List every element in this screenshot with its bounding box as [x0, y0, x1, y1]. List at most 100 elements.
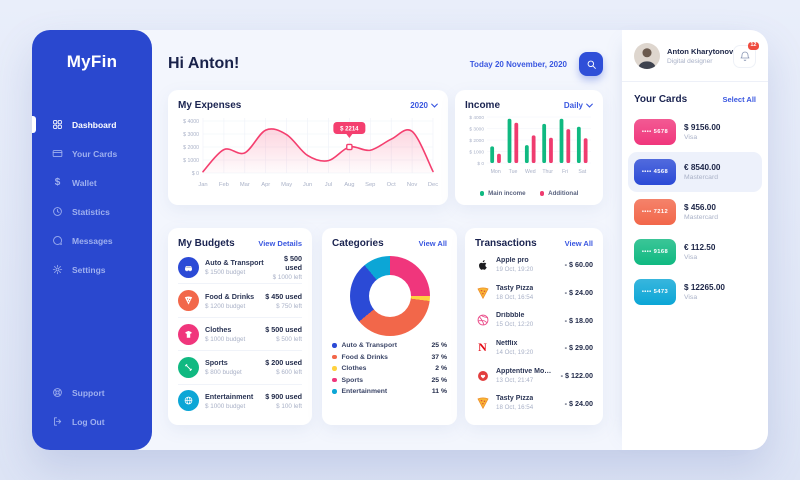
svg-text:Jul: Jul: [325, 182, 332, 188]
svg-text:Nov: Nov: [407, 182, 417, 188]
card-row-5473[interactable]: •••• 5473 $ 12265.00 Visa: [628, 272, 762, 312]
budget-amount: $ 800 budget: [205, 369, 242, 377]
sidebar-item-label: Support: [72, 387, 105, 398]
card-row-7212[interactable]: •••• 7212 $ 456.00 Mastercard: [628, 192, 762, 232]
dashboard-window: MyFin Dashboard Your Cards $ Wallet Stat…: [32, 30, 768, 450]
pizza-icon: [475, 396, 490, 411]
card-network: Visa: [684, 254, 698, 261]
svg-text:$ 0: $ 0: [192, 171, 199, 177]
legend-row: Sports 25 %: [332, 377, 447, 384]
transaction-row: Apptentive Mobile S...13 Oct, 21:47 - $ …: [475, 362, 593, 390]
netflix-icon: N: [478, 340, 487, 355]
sidebar-item-your-cards[interactable]: Your Cards: [32, 139, 152, 168]
chevron-down-icon: [431, 103, 438, 108]
sidebar-nav: Dashboard Your Cards $ Wallet Statistics…: [32, 110, 152, 284]
main-content: Hi Anton! Today 20 November, 2020 My Exp…: [152, 30, 622, 450]
category-pct: 2 %: [435, 365, 447, 372]
budget-used: $ 500 used: [284, 253, 302, 272]
sidebar-item-support[interactable]: Support: [32, 378, 152, 407]
mini-card: •••• 9168: [634, 239, 676, 265]
legend-row: Auto & Transport 25 %: [332, 342, 447, 349]
category-pct: 37 %: [431, 353, 448, 361]
tshirt-icon: [178, 323, 199, 345]
budgets-title: My Budgets: [178, 238, 235, 249]
settings-icon: [52, 264, 63, 275]
mini-card: •••• 5678: [634, 119, 676, 145]
transactions-view-all-link[interactable]: View All: [564, 239, 593, 248]
budget-name: Entertainment: [205, 391, 254, 401]
sidebar-item-settings[interactable]: Settings: [32, 255, 152, 284]
svg-text:$ 3000: $ 3000: [183, 132, 199, 138]
budget-left: $ 600 left: [276, 369, 302, 377]
card-balance: € 112.50: [684, 243, 716, 252]
profile-role: Digital designer: [667, 58, 713, 65]
transactions-card: Transactions View All Apple pro 19 Oct, 1…: [465, 228, 603, 425]
transaction-row: Apple pro 19 Oct, 19:20 - $ 60.00: [475, 251, 593, 279]
svg-text:$ 2000: $ 2000: [469, 138, 484, 144]
budgets-view-details-link[interactable]: View Details: [258, 239, 302, 248]
svg-text:Tue: Tue: [509, 169, 518, 175]
cards-list: •••• 5678 $ 9156.00 Visa •••• 4568 € 8540…: [622, 112, 768, 312]
category-name: Clothes: [341, 365, 367, 372]
category-dot: [332, 389, 337, 394]
card-row-4568[interactable]: •••• 4568 € 8540.00 Mastercard: [628, 152, 762, 192]
svg-text:$ 4000: $ 4000: [183, 119, 199, 125]
sidebar: MyFin Dashboard Your Cards $ Wallet Stat…: [32, 30, 152, 450]
active-indicator: [32, 116, 36, 133]
card-number: •••• 5473: [641, 289, 669, 295]
budget-row-entertainment: Entertainment $ 1000 budget $ 900 used $ 1…: [178, 385, 302, 417]
avatar[interactable]: [634, 43, 660, 69]
categories-legend: Auto & Transport 25 % Food & Drinks 37 % C…: [332, 342, 447, 395]
card-network: Mastercard: [684, 214, 718, 221]
transaction-amount: - $ 29.00: [564, 343, 593, 353]
expenses-year-filter[interactable]: 2020: [410, 101, 438, 110]
categories-view-all-link[interactable]: View All: [418, 239, 447, 248]
select-all-link[interactable]: Select All: [722, 95, 757, 104]
expenses-title: My Expenses: [178, 100, 242, 111]
svg-text:Wed: Wed: [525, 169, 536, 175]
svg-text:Oct: Oct: [387, 182, 396, 188]
notifications-button[interactable]: 12: [733, 41, 759, 68]
transaction-amount: - $ 122.00: [560, 371, 593, 381]
globe-icon: [178, 390, 199, 412]
mini-card: •••• 7212: [634, 199, 676, 225]
transaction-name: Apptentive Mobile S...: [496, 367, 555, 375]
transaction-amount: - $ 18.00: [564, 315, 593, 325]
pizza-slice-icon: [178, 290, 199, 312]
card-row-5678[interactable]: •••• 5678 $ 9156.00 Visa: [628, 112, 762, 152]
categories-card: Categories View All Auto & Transport 25 %…: [322, 228, 457, 425]
sidebar-footer: Support Log Out: [32, 378, 152, 436]
transaction-name: Tasty Pizza: [496, 395, 534, 403]
card-network: Mastercard: [684, 174, 718, 181]
sidebar-item-statistics[interactable]: Statistics: [32, 197, 152, 226]
categories-donut: [349, 256, 430, 336]
income-chart: $ 0 $ 1000 $ 2000 $ 3000 $ 4000 Mon Tue Wed Thur…: [465, 113, 593, 189]
income-period-filter[interactable]: Daily: [564, 101, 593, 110]
mini-card: •••• 5473: [634, 279, 676, 305]
card-row-9168[interactable]: •••• 9168 € 112.50 Visa: [628, 232, 762, 272]
budgets-card: My Budgets View Details Auto & Transport…: [168, 228, 312, 425]
logout-icon: [54, 417, 62, 426]
transaction-row: Tasty Pizza 18 Oct, 16:54 - $ 24.00: [475, 279, 593, 307]
category-pct: 25 %: [431, 376, 448, 384]
dashboard-icon: [53, 120, 62, 129]
budget-left: $ 750 left: [276, 302, 302, 310]
income-card: Income Daily $ 0 $ 1000 $ 2000 $ 3000 $ 4000…: [455, 90, 603, 205]
transaction-row: N Netflix 14 Oct, 19:20 - $ 29.00: [475, 334, 593, 362]
expenses-card: My Expenses 2020 Jan Feb Mar Apr May Jun Jul Au…: [168, 90, 448, 205]
cards-icon: [52, 150, 63, 157]
legend-row: Food & Drinks 37 %: [332, 354, 447, 361]
profile-name: Anton Kharytonov: [667, 47, 734, 56]
search-button[interactable]: [579, 52, 603, 76]
transaction-row: Dribbble 15 Oct, 12:20 - $ 18.00: [475, 306, 593, 334]
sidebar-item-messages[interactable]: Messages: [32, 226, 152, 255]
sidebar-item-wallet[interactable]: $ Wallet: [32, 168, 152, 197]
profile-section: Anton Kharytonov Digital designer 12: [622, 30, 768, 82]
legend-label: Additional: [548, 190, 579, 197]
card-number: •••• 9168: [641, 249, 669, 255]
dumbbell-icon: [178, 356, 199, 378]
budget-row-clothes: Clothes $ 1000 budget $ 500 used $ 500 lef…: [178, 318, 302, 352]
income-period-value: Daily: [563, 101, 583, 110]
sidebar-item-logout[interactable]: Log Out: [32, 407, 152, 436]
sidebar-item-dashboard[interactable]: Dashboard: [32, 110, 152, 139]
